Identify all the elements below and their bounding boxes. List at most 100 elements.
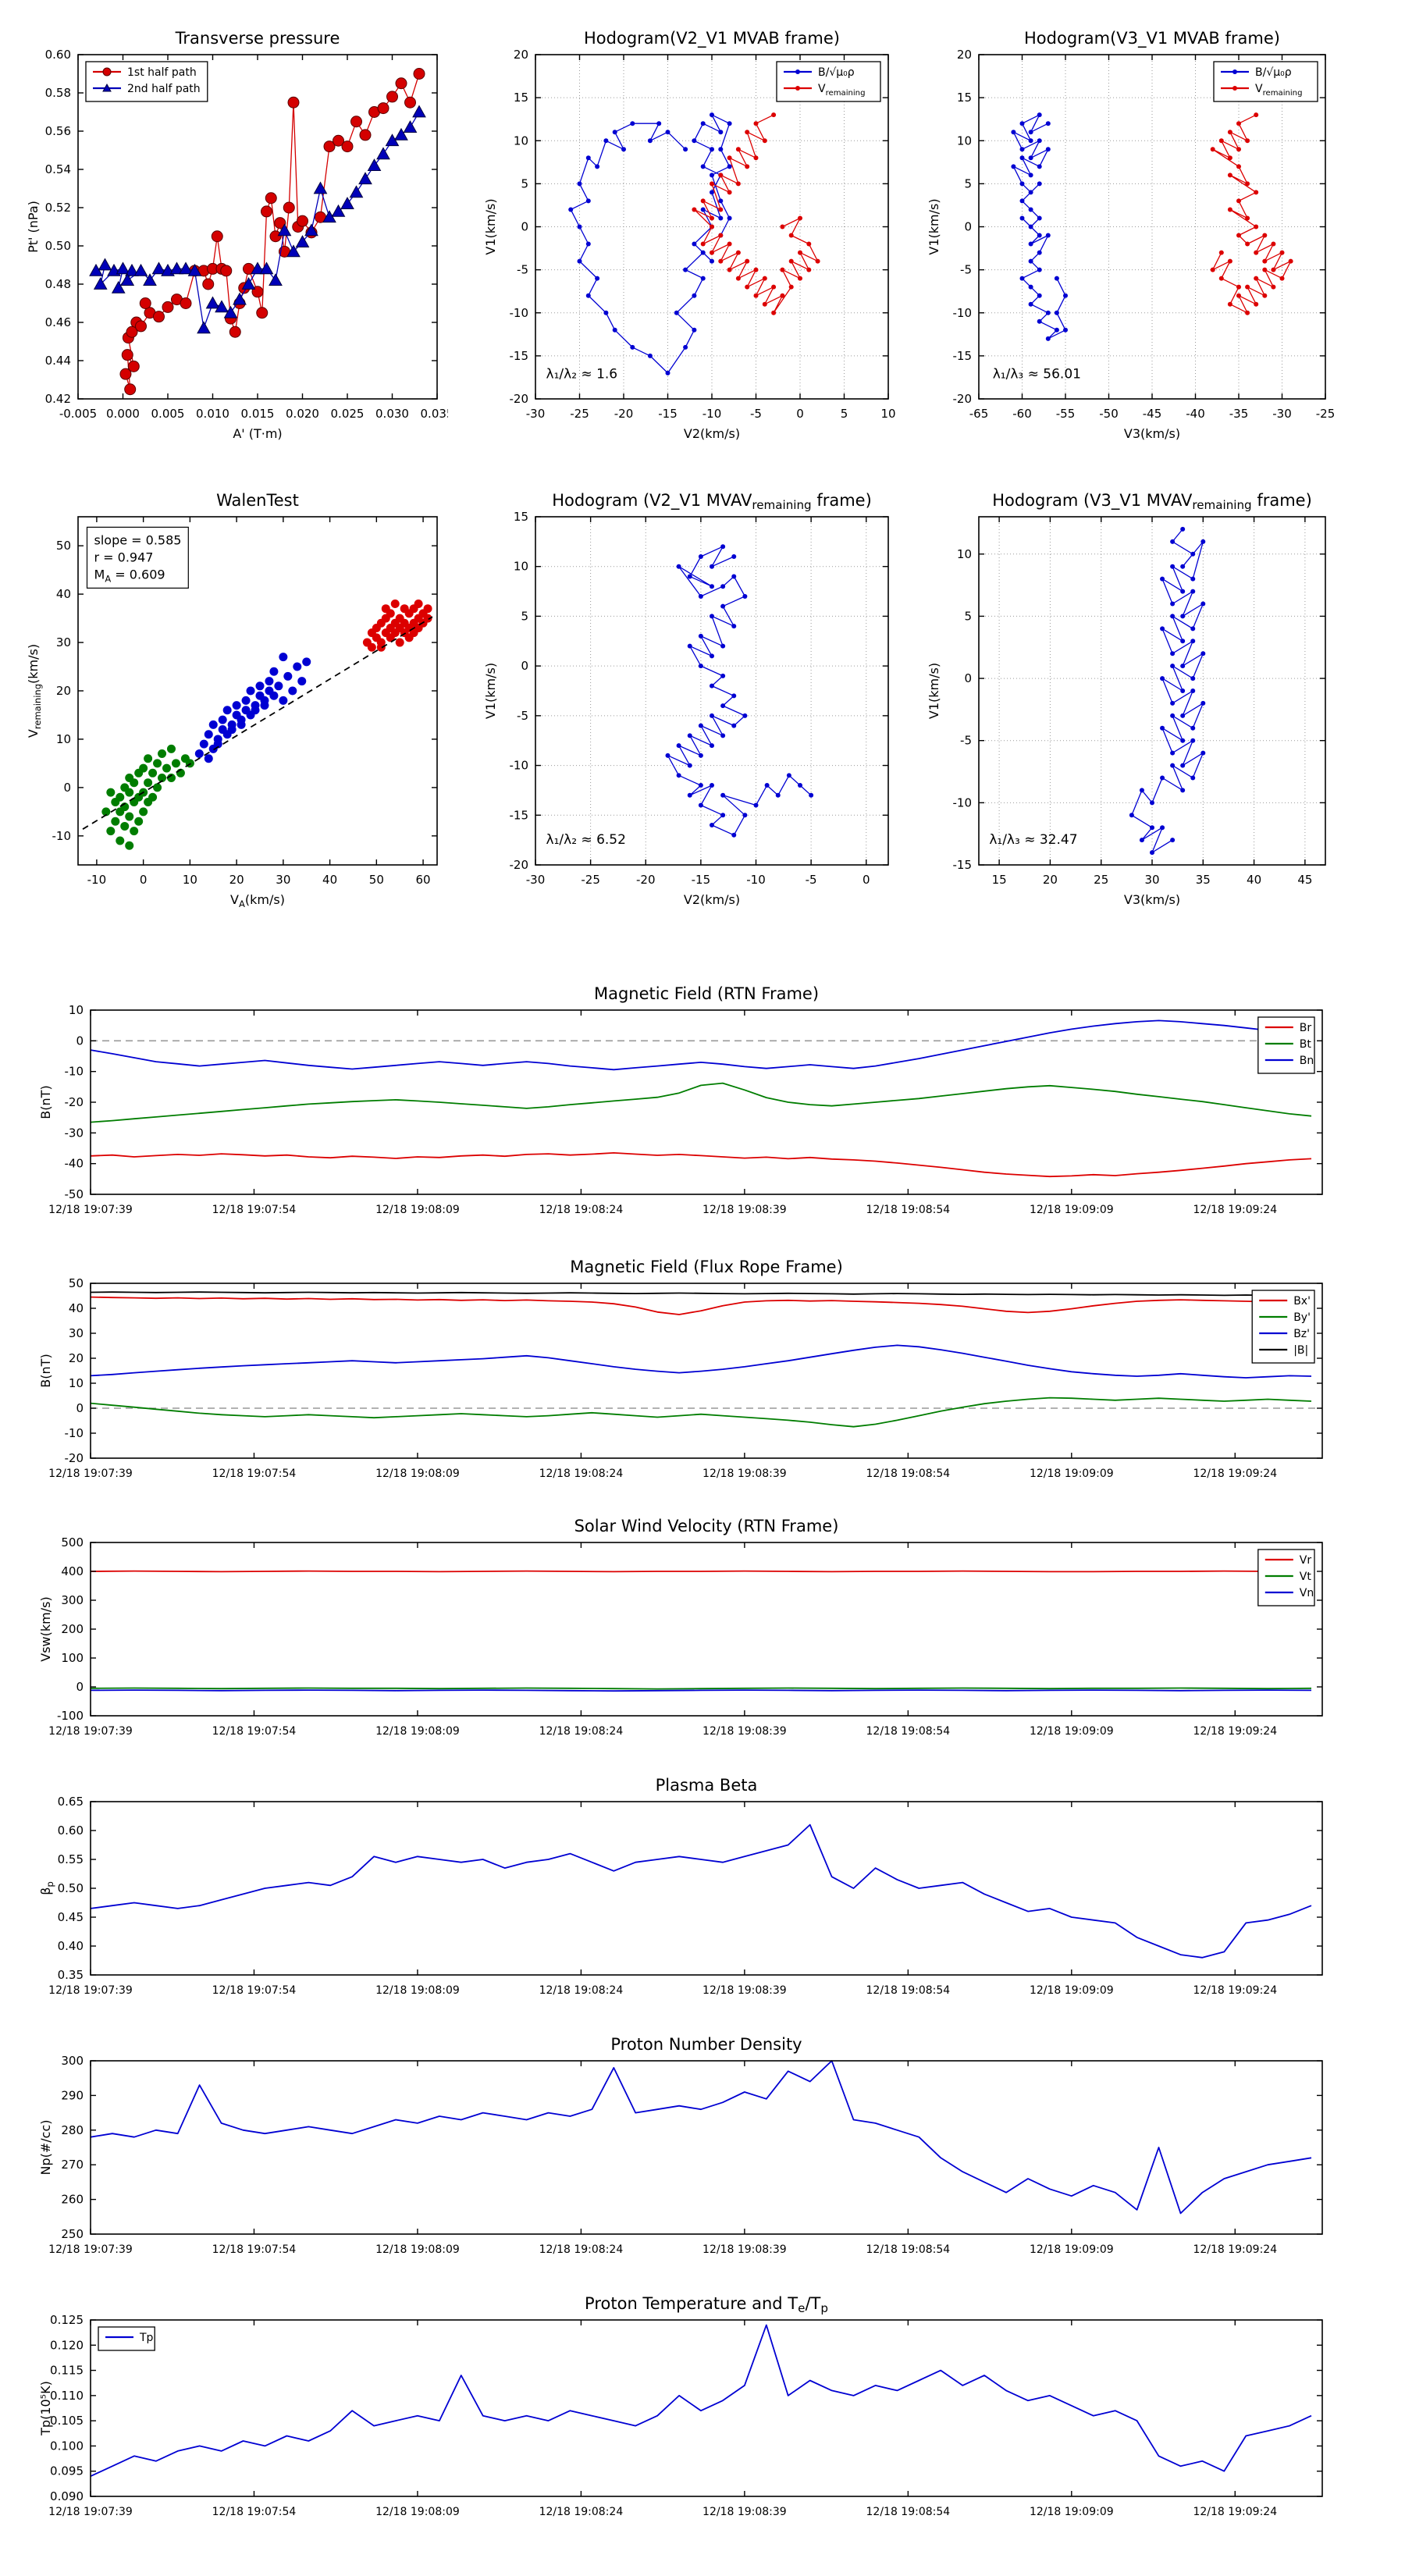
svg-text:0.58: 0.58 <box>45 86 71 100</box>
svg-text:-65: -65 <box>969 407 989 421</box>
svg-text:12/18 19:08:54: 12/18 19:08:54 <box>866 1984 951 1997</box>
svg-text:12/18 19:09:09: 12/18 19:09:09 <box>1030 2506 1114 2518</box>
svg-text:Vn: Vn <box>1300 1587 1314 1599</box>
svg-text:0: 0 <box>964 220 972 234</box>
svg-text:12/18 19:08:09: 12/18 19:08:09 <box>375 2243 460 2256</box>
chart-hodo_v3_mvab: -65 -60 -55 -50 -45 -40 -35 -30 -25-20-15-10-505… <box>927 29 1336 441</box>
svg-text:0: 0 <box>964 671 972 685</box>
svg-text:5: 5 <box>841 407 848 421</box>
svg-text:12/18 19:09:24: 12/18 19:09:24 <box>1193 2506 1277 2518</box>
svg-text:12/18 19:08:09: 12/18 19:08:09 <box>375 1984 460 1997</box>
svg-text:λ₁/λ₂ ≈ 1.6: λ₁/λ₂ ≈ 1.6 <box>546 367 618 382</box>
svg-text:12/18 19:07:39: 12/18 19:07:39 <box>48 1468 133 1480</box>
svg-text:λ₁/λ₃ ≈ 56.01: λ₁/λ₃ ≈ 56.01 <box>993 367 1081 382</box>
svg-text:10: 10 <box>69 1003 84 1017</box>
svg-text:-10: -10 <box>702 407 722 421</box>
chart-beta: 12/18 19:07:39 12/18 19:07:54 12/18 19:08:… <box>38 1776 1323 1997</box>
svg-text:Np(#/cc): Np(#/cc) <box>38 2120 53 2176</box>
svg-text:12/18 19:08:39: 12/18 19:08:39 <box>702 1204 787 1216</box>
svg-text:V3(km/s): V3(km/s) <box>1124 426 1180 441</box>
svg-text:0: 0 <box>76 1680 84 1694</box>
svg-text:0: 0 <box>796 407 804 421</box>
svg-text:200: 200 <box>61 1622 84 1636</box>
svg-text:12/18 19:08:39: 12/18 19:08:39 <box>702 2243 787 2256</box>
svg-text:Hodogram (V2_V1 MVAVremaining: Hodogram (V2_V1 MVAVremaining frame) <box>552 491 872 512</box>
svg-text:15: 15 <box>992 873 1007 887</box>
svg-text:-100: -100 <box>57 1709 84 1723</box>
svg-text:0.120: 0.120 <box>50 2338 84 2352</box>
svg-text:35: 35 <box>1196 873 1211 887</box>
svg-text:0: 0 <box>521 220 528 234</box>
svg-text:-30: -30 <box>1272 407 1292 421</box>
svg-text:12/18 19:09:24: 12/18 19:09:24 <box>1193 1984 1277 1997</box>
svg-text:5: 5 <box>521 176 528 190</box>
svg-text:|B|: |B| <box>1293 1344 1308 1357</box>
svg-text:Vsw(km/s): Vsw(km/s) <box>38 1596 53 1661</box>
chart-transverse: -0.005 0.000 0.005 0.010 0.015 0.020 0.025 0.03… <box>26 29 454 441</box>
magnetic-field-rtn-plot: 12/18 19:07:39 12/18 19:07:54 12/18 19:08:… <box>20 980 1332 1238</box>
svg-text:-15: -15 <box>658 407 678 421</box>
svg-text:-10: -10 <box>65 1065 84 1079</box>
svg-text:0.095: 0.095 <box>50 2464 84 2478</box>
svg-text:r = 0.947: r = 0.947 <box>94 550 154 564</box>
svg-text:-5: -5 <box>517 709 528 723</box>
chart-mag_fr: 12/18 19:07:39 12/18 19:07:54 12/18 19:08:… <box>38 1258 1323 1480</box>
svg-text:-20: -20 <box>953 392 973 406</box>
svg-text:10: 10 <box>183 873 197 887</box>
svg-text:0: 0 <box>76 1401 84 1415</box>
proton-temperature-plot: 12/18 19:07:39 12/18 19:07:54 12/18 19:08:… <box>20 2290 1332 2540</box>
svg-text:12/18 19:09:09: 12/18 19:09:09 <box>1030 1468 1114 1480</box>
svg-text:-25: -25 <box>1316 407 1336 421</box>
svg-text:5: 5 <box>964 609 972 623</box>
svg-text:-0.005: -0.005 <box>59 407 97 421</box>
svg-text:30: 30 <box>56 635 71 649</box>
svg-text:12/18 19:08:09: 12/18 19:08:09 <box>375 1468 460 1480</box>
svg-text:By': By' <box>1293 1311 1311 1324</box>
svg-text:0.100: 0.100 <box>50 2439 84 2453</box>
svg-text:60: 60 <box>416 873 431 887</box>
svg-text:-10: -10 <box>953 795 973 809</box>
svg-text:V3(km/s): V3(km/s) <box>1124 892 1180 907</box>
svg-text:0.090: 0.090 <box>50 2489 84 2503</box>
svg-text:B(nT): B(nT) <box>38 1085 53 1119</box>
svg-text:20: 20 <box>56 684 71 698</box>
svg-text:-15: -15 <box>692 873 711 887</box>
svg-text:0.035: 0.035 <box>421 407 448 421</box>
svg-text:V1(km/s): V1(km/s) <box>927 663 941 719</box>
svg-text:20: 20 <box>229 873 244 887</box>
hodogram-v2v1-mvab-plot: -30 -25 -20 -15 -10 -5 0 5 10 -20 -15 -10 -5 0 5 10 15 20… <box>471 20 899 446</box>
svg-text:12/18 19:08:54: 12/18 19:08:54 <box>866 1468 951 1480</box>
svg-text:12/18 19:09:09: 12/18 19:09:09 <box>1030 1204 1114 1216</box>
svg-text:Bn: Bn <box>1300 1055 1314 1067</box>
svg-text:30: 30 <box>69 1326 84 1340</box>
svg-text:12/18 19:08:54: 12/18 19:08:54 <box>866 2506 951 2518</box>
svg-text:-10: -10 <box>953 306 973 320</box>
svg-text:0.000: 0.000 <box>106 407 140 421</box>
svg-text:12/18 19:08:54: 12/18 19:08:54 <box>866 2243 951 2256</box>
svg-text:slope = 0.585: slope = 0.585 <box>94 532 182 547</box>
svg-text:10: 10 <box>69 1376 84 1390</box>
svg-text:Vremaining(km/s): Vremaining(km/s) <box>26 644 43 738</box>
svg-text:-50: -50 <box>65 1187 84 1201</box>
svg-text:0.54: 0.54 <box>45 162 71 176</box>
svg-text:12/18 19:07:39: 12/18 19:07:39 <box>48 1204 133 1216</box>
svg-text:-10: -10 <box>87 873 107 887</box>
svg-text:0.110: 0.110 <box>50 2389 84 2403</box>
svg-text:20: 20 <box>514 48 528 62</box>
chart-np: 12/18 19:07:39 12/18 19:07:54 12/18 19:08:… <box>38 2035 1323 2256</box>
svg-text:0.65: 0.65 <box>58 1795 84 1809</box>
svg-text:Proton Number Density: Proton Number Density <box>610 2035 802 2054</box>
svg-text:10: 10 <box>514 560 528 574</box>
svg-text:10: 10 <box>514 133 528 148</box>
svg-text:0.55: 0.55 <box>58 1852 84 1866</box>
svg-text:0.020: 0.020 <box>286 407 319 421</box>
svg-text:40: 40 <box>1247 873 1261 887</box>
svg-text:15: 15 <box>957 91 972 105</box>
svg-text:280: 280 <box>61 2123 84 2137</box>
svg-text:Hodogram(V2_V1 MVAB frame): Hodogram(V2_V1 MVAB frame) <box>584 29 840 48</box>
svg-text:Vremaining: Vremaining <box>1255 83 1302 98</box>
svg-text:Transverse pressure: Transverse pressure <box>175 29 340 48</box>
svg-text:12/18 19:07:39: 12/18 19:07:39 <box>48 2243 133 2256</box>
svg-text:12/18 19:08:24: 12/18 19:08:24 <box>539 1204 624 1216</box>
svg-text:0: 0 <box>863 873 870 887</box>
